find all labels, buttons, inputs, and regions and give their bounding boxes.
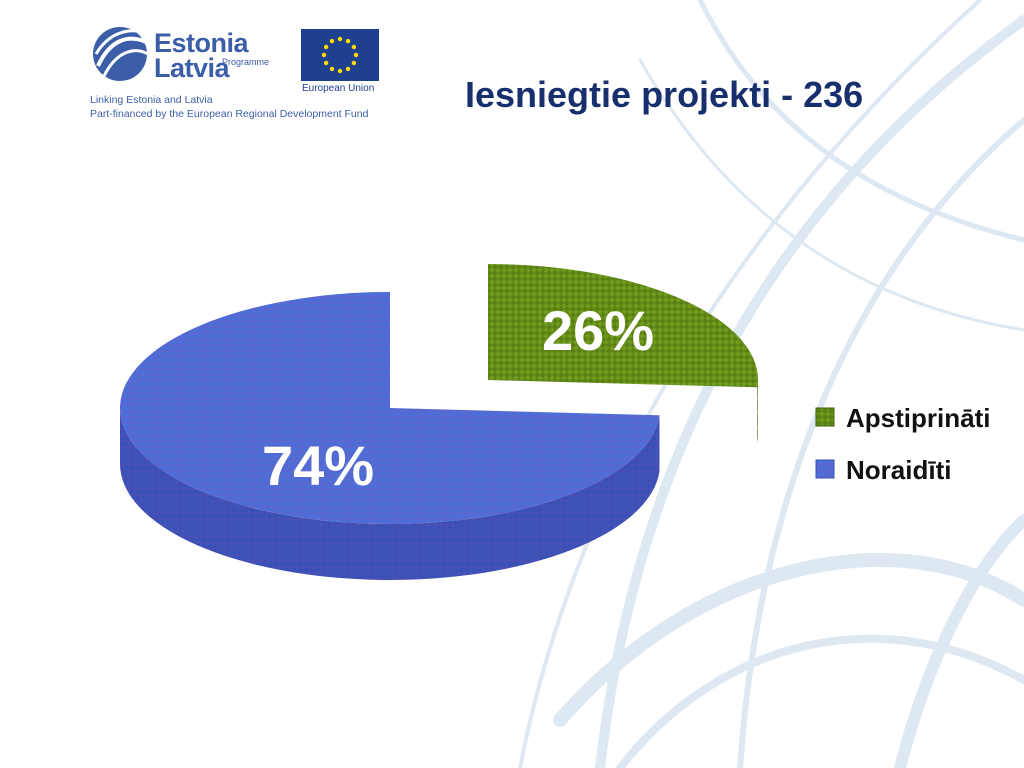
logo-tagline-1: Linking Estonia and Latvia (90, 94, 213, 106)
slice-label-approved: 26% (542, 299, 654, 362)
logo-text-estonia: Estonia (154, 28, 249, 58)
eu-star-icon (323, 60, 329, 66)
eu-star-icon (351, 44, 357, 50)
legend-label-rejected: Noraidīti (846, 455, 951, 485)
chart-title: Iesniegtie projekti - 236 (465, 74, 864, 115)
eu-caption: European Union (302, 83, 375, 94)
logo-text-programme: Programme (222, 57, 270, 67)
logo-text-latvia: Latvia (154, 53, 230, 83)
programme-logo: Estonia Latvia Programme European Union … (88, 20, 398, 130)
logo-tagline-2: Part-financed by the European Regional D… (90, 108, 369, 120)
legend-swatch-rejected (815, 459, 835, 479)
eu-star-icon (321, 52, 327, 58)
legend: Apstiprināti Noraidīti (815, 403, 990, 485)
eu-star-icon (329, 66, 335, 72)
eu-star-icon (351, 60, 357, 66)
pie-slice-rejected (120, 292, 660, 581)
legend-swatch-approved (815, 407, 835, 427)
pie-slice-side (120, 408, 660, 581)
eu-star-icon (329, 38, 335, 44)
legend-label-approved: Apstiprināti (846, 403, 990, 433)
eu-star-icon (323, 44, 329, 50)
estonia-latvia-swirl-icon (93, 27, 149, 81)
pie-slice-side (757, 380, 758, 444)
eu-star-icon (337, 36, 343, 42)
eu-flag-icon (301, 29, 379, 81)
pie-slice-approved (488, 264, 759, 444)
eu-star-icon (337, 68, 343, 74)
eu-star-icon (345, 38, 351, 44)
eu-star-icon (353, 52, 359, 58)
pie-slice-top (120, 292, 660, 524)
pie-slice-top (488, 264, 759, 388)
eu-star-icon (345, 66, 351, 72)
slice-label-rejected: 74% (262, 434, 374, 497)
